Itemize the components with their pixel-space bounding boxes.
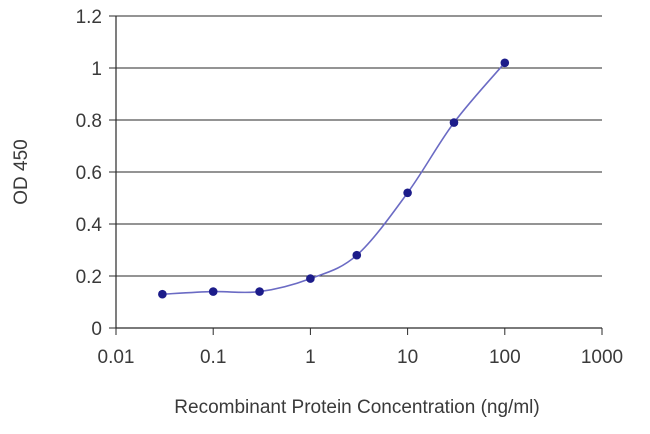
y-tick-label-6: 1.2 bbox=[76, 7, 102, 28]
x-tick-label-1: 0.1 bbox=[200, 347, 226, 368]
x-tick-label-3: 10 bbox=[397, 347, 418, 368]
data-point-1 bbox=[208, 287, 218, 296]
y-tick-labels: 0 0.2 0.4 0.6 0.8 1 1.2 bbox=[76, 7, 103, 340]
gridlines bbox=[116, 15, 602, 277]
data-point-6 bbox=[449, 118, 459, 127]
data-point-3 bbox=[306, 274, 315, 283]
y-tick-label-5: 1 bbox=[91, 59, 102, 80]
y-tick-label-1: 0.2 bbox=[76, 267, 102, 288]
y-tick-label-2: 0.4 bbox=[76, 215, 103, 236]
data-point-5 bbox=[403, 188, 412, 198]
x-tick-label-5: 1000 bbox=[581, 347, 623, 368]
x-tick-label-4: 100 bbox=[489, 347, 521, 368]
data-point-4 bbox=[352, 250, 362, 260]
y-tick-label-4: 0.8 bbox=[76, 111, 102, 132]
data-point-0 bbox=[158, 289, 167, 299]
series-markers bbox=[158, 58, 510, 299]
y-tick-label-3: 0.6 bbox=[76, 163, 102, 184]
data-point-2 bbox=[255, 287, 264, 296]
y-tick-label-0: 0 bbox=[91, 319, 102, 340]
x-tick-label-2: 1 bbox=[305, 347, 316, 368]
data-point-7 bbox=[500, 58, 510, 68]
x-tick-labels: 0.01 0.1 1 10 100 1000 bbox=[98, 347, 624, 368]
x-tick-label-0: 0.01 bbox=[98, 347, 135, 368]
x-axis-label: Recombinant Protein Concentration (ng/ml… bbox=[174, 397, 539, 418]
series-line bbox=[162, 62, 506, 295]
axes bbox=[109, 15, 603, 335]
y-axis-label: OD 450 bbox=[11, 139, 32, 204]
